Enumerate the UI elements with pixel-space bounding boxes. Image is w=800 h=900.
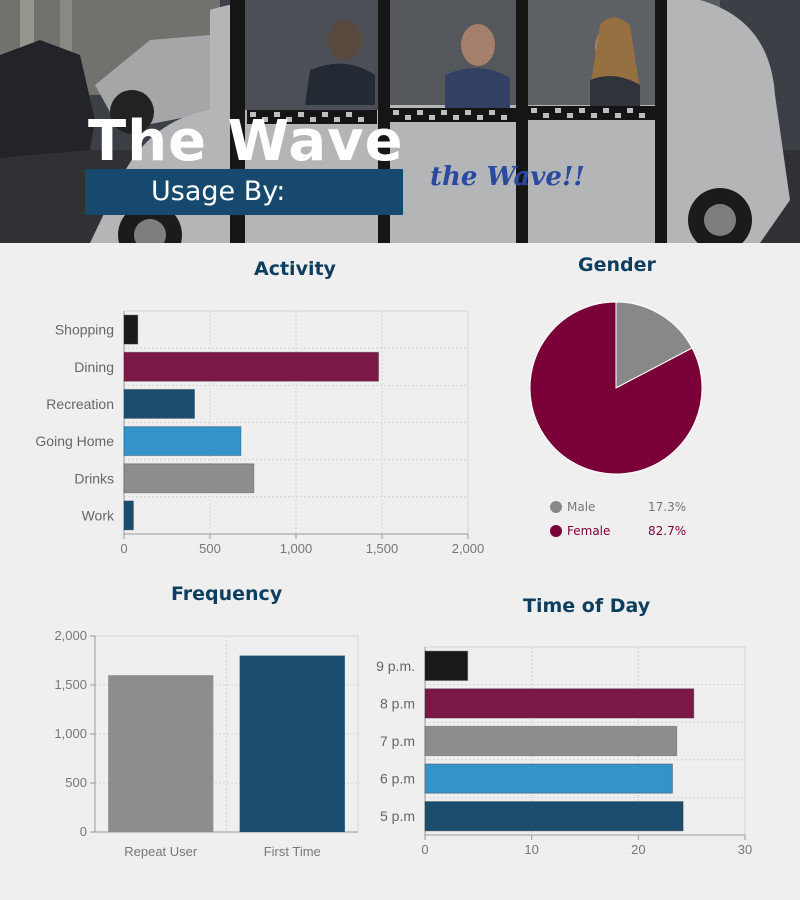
y-tick-label: Work (82, 507, 115, 523)
bar-7-p-m (424, 725, 678, 757)
gender-chart-title: Gender (578, 254, 656, 276)
bar-5-p-m (424, 801, 684, 832)
x-tick-label: 500 (199, 541, 221, 556)
bar-repeat-user (108, 675, 214, 832)
bar-9-p-m- (424, 650, 469, 681)
bar-8-p-m (424, 688, 695, 719)
y-tick-label: Shopping (55, 322, 114, 338)
bar-dining (123, 351, 380, 382)
legend-value: 82.7% (648, 524, 686, 538)
frequency-chart-title: Frequency (171, 583, 283, 605)
x-tick-label: 0 (120, 541, 127, 556)
legend-label: Male (567, 500, 595, 514)
y-tick-label: 1,000 (54, 726, 87, 741)
legend-marker-male (550, 501, 562, 513)
legend-label: Female (567, 524, 610, 538)
y-tick-label: Dining (74, 359, 114, 375)
bar-first-time (239, 655, 345, 832)
bar-drinks (123, 463, 255, 494)
vehicle-lettering: the Wave!! (430, 162, 585, 192)
bar-recreation (123, 388, 196, 419)
bar-work (123, 500, 134, 531)
page-title: The Wave (88, 109, 404, 174)
y-tick-label: 0 (80, 824, 87, 839)
x-tick-label: Repeat User (124, 844, 198, 859)
bar-going-home (123, 426, 242, 457)
x-tick-label: 1,000 (280, 541, 313, 556)
bar-6-p-m (424, 763, 673, 794)
x-tick-label: 30 (738, 842, 752, 857)
y-tick-label: 7 p.m (380, 733, 415, 749)
y-tick-label: 1,500 (54, 677, 87, 692)
y-tick-label: Drinks (74, 470, 114, 486)
activity-chart-title: Activity (254, 258, 336, 280)
pie-slice-female (529, 301, 703, 475)
page-subtitle: Usage By: (85, 169, 403, 215)
x-tick-label: First Time (264, 844, 321, 859)
y-tick-label: 500 (65, 775, 87, 790)
legend-value: 17.3% (648, 500, 686, 514)
y-tick-label: 9 p.m. (376, 658, 415, 674)
y-tick-label: Going Home (35, 433, 114, 449)
y-tick-label: 6 p.m (380, 771, 415, 787)
x-tick-label: 10 (524, 842, 538, 857)
pie-slice-male (615, 301, 693, 389)
time-of-day-chart-title: Time of Day (523, 595, 651, 617)
x-tick-label: 2,000 (452, 541, 485, 556)
bar-shopping (123, 314, 139, 345)
y-tick-label: 5 p.m (380, 808, 415, 824)
y-tick-label: Recreation (46, 396, 114, 412)
x-tick-label: 0 (421, 842, 428, 857)
y-tick-label: 2,000 (54, 628, 87, 643)
y-tick-label: 8 p.m (380, 695, 415, 711)
hero-banner: the Wave!! The Wave Usage By: (0, 0, 800, 243)
x-tick-label: 20 (631, 842, 645, 857)
legend-marker-female (550, 525, 562, 537)
x-tick-label: 1,500 (366, 541, 399, 556)
